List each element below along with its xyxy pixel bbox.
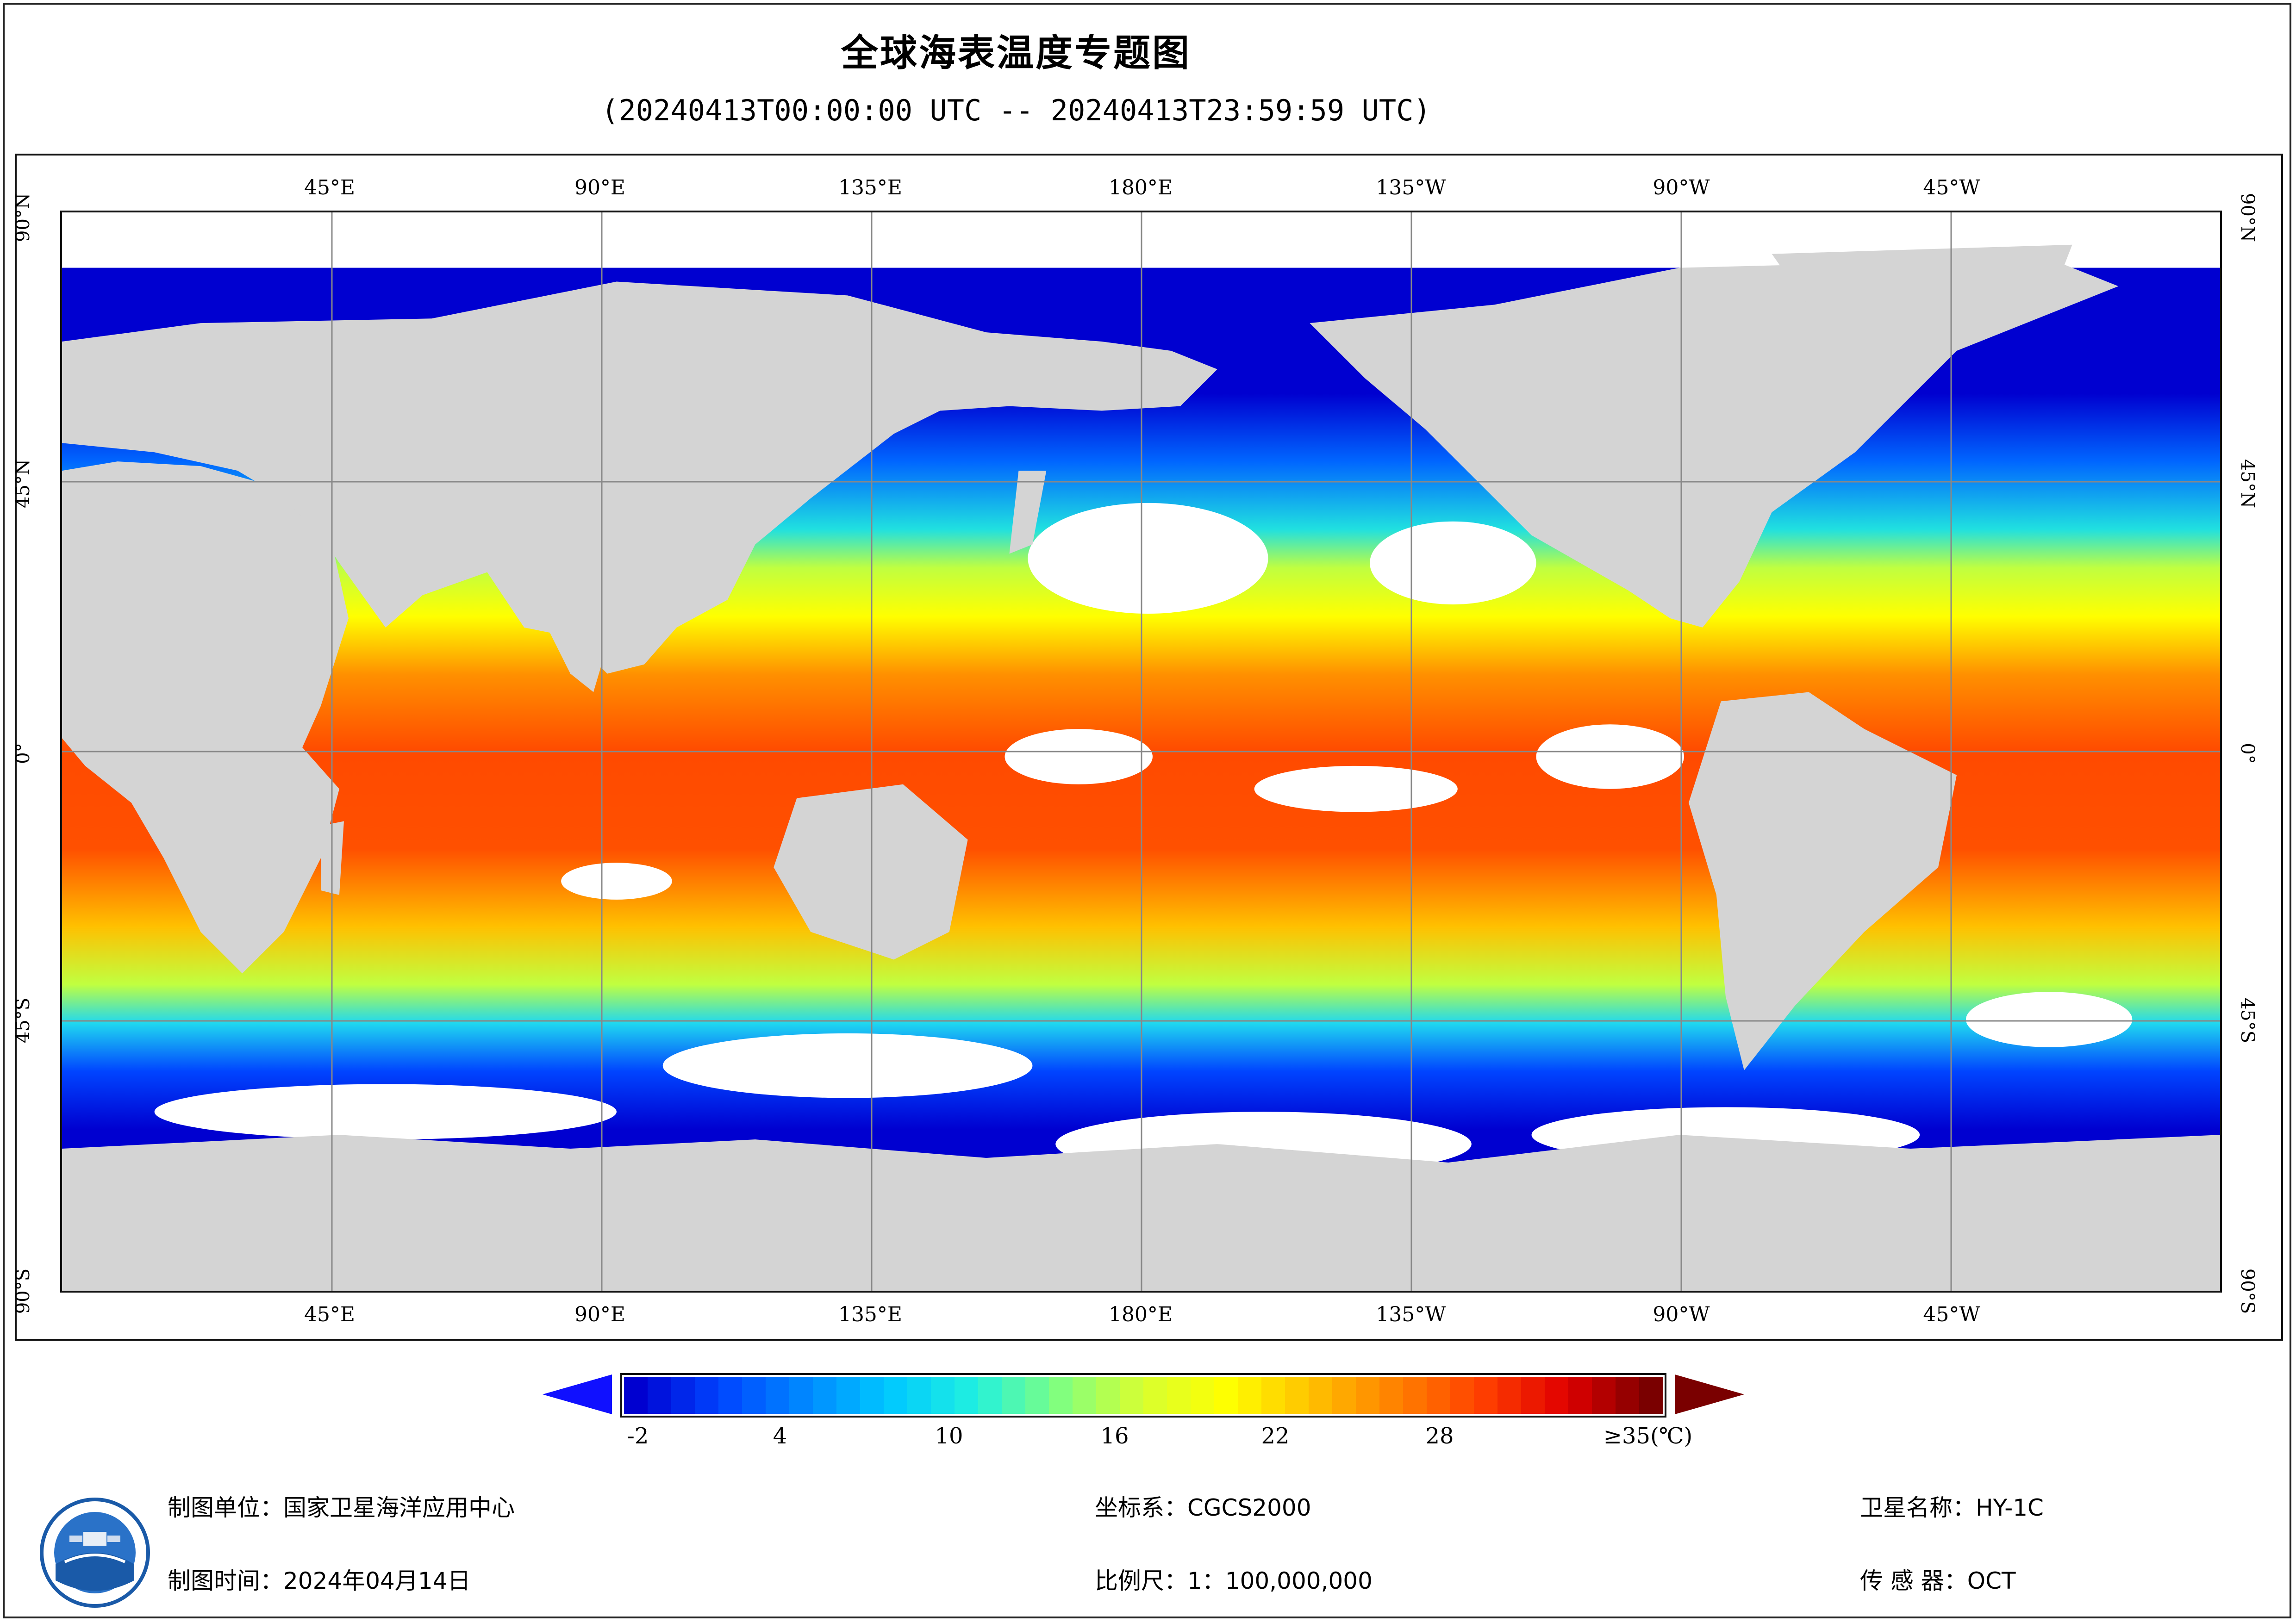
colorbar-cell — [836, 1377, 860, 1414]
greenland — [1772, 244, 2072, 365]
colorbar-cell — [1261, 1377, 1285, 1414]
colorbar-cell — [1214, 1377, 1238, 1414]
colorbar-cell — [1309, 1377, 1332, 1414]
lon-label-top-135e: 135°E — [838, 176, 903, 199]
colorbar-cell — [624, 1377, 648, 1414]
colorbar-cell — [884, 1377, 907, 1414]
colorbar-tick-4: 4 — [773, 1423, 787, 1449]
colorbar-cell — [1143, 1377, 1167, 1414]
lon-label-bottom-180e: 180°E — [1108, 1303, 1173, 1326]
colorbar-cell — [789, 1377, 813, 1414]
colorbar-cell — [718, 1377, 742, 1414]
colorbar-cell — [1356, 1377, 1379, 1414]
colorbar-tick-35: ≥35(℃) — [1603, 1423, 1693, 1449]
colorbar-cell — [931, 1377, 955, 1414]
colorbar-cell — [1568, 1377, 1592, 1414]
coordinate-system: 坐标系：CGCS2000 — [1095, 1494, 1311, 1521]
eurasia — [62, 281, 1217, 674]
map-scale: 比例尺：1：100,000,000 — [1095, 1567, 1373, 1594]
graticule — [62, 212, 2220, 1291]
colorbar-cell — [1025, 1377, 1049, 1414]
colorbar-cell — [1191, 1377, 1214, 1414]
map-title: 全球海表温度专题图 — [841, 31, 1191, 75]
time-range: (20240413T00:00:00 UTC -- 20240413T23:59… — [601, 93, 1431, 127]
lon-label-bottom-90e: 90°E — [574, 1303, 626, 1326]
mapping-agency: 制图单位：国家卫星海洋应用中心 — [168, 1494, 515, 1521]
lon-label-bottom-135e: 135°E — [838, 1303, 903, 1326]
colorbar-cell — [1427, 1377, 1450, 1414]
colorbar-tick-28: 28 — [1425, 1423, 1454, 1449]
colorbar-cell — [1238, 1377, 1261, 1414]
map-canvas — [62, 212, 2220, 1291]
colorbar-cell — [1497, 1377, 1521, 1414]
lat-label-left-90s: 90°S — [12, 1268, 34, 1314]
colorbar-cell — [1332, 1377, 1356, 1414]
colorbar-cell — [1545, 1377, 1568, 1414]
lon-label-top-135w: 135°W — [1376, 176, 1446, 199]
lat-label-right-0: 0° — [2237, 743, 2258, 764]
colorbar-cell — [766, 1377, 789, 1414]
colorbar-cell — [1474, 1377, 1497, 1414]
colorbar-cell — [1403, 1377, 1427, 1414]
colorbar-cell — [1379, 1377, 1403, 1414]
satellite-name: 卫星名称：HY-1C — [1860, 1494, 2044, 1521]
colorbar-tick-10: 10 — [935, 1423, 963, 1449]
sensor-name: 传 感 器：OCT — [1860, 1567, 2016, 1594]
lat-label-right-45s: 45°S — [2237, 997, 2258, 1044]
sst-map[interactable] — [60, 211, 2222, 1293]
colorbar-cell — [1073, 1377, 1096, 1414]
colorbar-cell — [742, 1377, 766, 1414]
lon-label-top-45w: 45°W — [1923, 176, 1980, 199]
lat-label-left-0: 0° — [12, 743, 34, 764]
colorbar-cell — [1639, 1377, 1663, 1414]
india — [543, 614, 617, 692]
lon-label-bottom-90w: 90°W — [1653, 1303, 1710, 1326]
australia — [774, 784, 968, 960]
colorbar-cell — [1049, 1377, 1073, 1414]
colorbar-cell — [907, 1377, 931, 1414]
colorbar-max-arrow — [1675, 1374, 1744, 1414]
lon-label-top-180e: 180°E — [1108, 176, 1173, 199]
colorbar-min-arrow — [543, 1374, 612, 1414]
page-border — [3, 3, 2291, 1618]
lon-label-bottom-135w: 135°W — [1376, 1303, 1446, 1326]
colorbar-cell — [1096, 1377, 1120, 1414]
lon-label-bottom-45w: 45°W — [1923, 1303, 1980, 1326]
lat-label-left-90n: 90°N — [12, 193, 34, 242]
lat-label-right-90s: 90°S — [2237, 1268, 2258, 1314]
lon-label-top-90e: 90°E — [574, 176, 626, 199]
south-america — [1688, 692, 1957, 1070]
colorbar-cell — [1616, 1377, 1639, 1414]
lat-label-right-90n: 90°N — [2237, 193, 2258, 242]
colorbar-cell — [955, 1377, 978, 1414]
colorbar-cell — [1285, 1377, 1309, 1414]
colorbar-frame — [620, 1373, 1666, 1418]
colorbar-cell — [1521, 1377, 1545, 1414]
nsoas-logo — [37, 1495, 153, 1611]
colorbar-cell — [695, 1377, 718, 1414]
colorbar-cell — [1120, 1377, 1143, 1414]
lon-label-bottom-45e: 45°E — [304, 1303, 356, 1326]
colorbar-cell — [860, 1377, 884, 1414]
africa — [62, 461, 349, 974]
colorbar-cell — [671, 1377, 695, 1414]
colorbar-cell — [813, 1377, 836, 1414]
lat-label-right-45n: 45°N — [2237, 459, 2258, 508]
lat-label-left-45n: 45°N — [12, 459, 34, 508]
lat-label-left-45s: 45°S — [12, 997, 34, 1044]
japan — [1009, 471, 1047, 554]
mapping-date: 制图时间：2024年04月14日 — [168, 1567, 471, 1594]
colorbar-tick-22: 22 — [1261, 1423, 1290, 1449]
lon-label-top-90w: 90°W — [1653, 176, 1710, 199]
colorbar-cell — [978, 1377, 1002, 1414]
colorbar-cell — [648, 1377, 671, 1414]
lon-label-top-45e: 45°E — [304, 176, 356, 199]
colorbar-cell — [1450, 1377, 1474, 1414]
colorbar-cell — [1002, 1377, 1025, 1414]
colorbar-cell — [1592, 1377, 1616, 1414]
colorbar-cell — [1167, 1377, 1191, 1414]
colorbar-tick--2: -2 — [627, 1423, 649, 1449]
colorbar — [624, 1377, 1663, 1414]
colorbar-tick-16: 16 — [1100, 1423, 1129, 1449]
